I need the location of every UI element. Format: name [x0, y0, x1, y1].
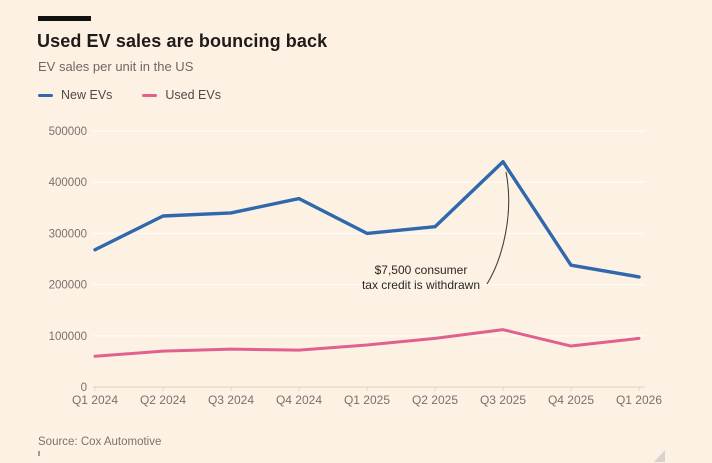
x-tick-label: Q1 2026: [616, 393, 662, 407]
legend-label-new-evs: New EVs: [61, 88, 113, 102]
x-tick-label: Q3 2024: [208, 393, 254, 407]
x-tick-label: Q2 2025: [412, 393, 458, 407]
y-tick-label: 400000: [49, 177, 87, 189]
annotation-line-1: $7,500 consumer: [374, 263, 468, 277]
x-tick-label: Q4 2025: [548, 393, 594, 407]
chart-legend: New EVs Used EVs: [38, 88, 221, 102]
x-tick-label: Q3 2025: [480, 393, 526, 407]
x-tick-label: Q1 2025: [344, 393, 390, 407]
annotation-tax-credit: $7,500 consumer tax credit is withdrawn: [356, 263, 486, 293]
series-line-used-evs: [93, 328, 641, 358]
x-tick-label: Q2 2024: [140, 393, 186, 407]
new-evs-line-swatch: [38, 93, 53, 97]
annotation-line-2: tax credit is withdrawn: [361, 278, 481, 292]
chart-title: Used EV sales are bouncing back: [37, 31, 328, 51]
y-tick-label: 0: [81, 382, 87, 394]
y-tick-label: 500000: [49, 126, 87, 138]
chart-subtitle: EV sales per unit in the US: [38, 59, 194, 74]
used-evs-line-swatch: [142, 93, 158, 97]
x-tick-label: Q4 2024: [276, 393, 322, 407]
y-tick-label: 100000: [49, 331, 87, 343]
title-accent-bar: [38, 16, 91, 21]
series-line-new-evs: [93, 160, 641, 279]
resize-handle-icon[interactable]: [654, 450, 665, 462]
legend-item-used-evs: Used EVs: [142, 88, 221, 102]
text-caret: [38, 451, 40, 456]
source-credit: Source: Cox Automotive: [38, 436, 162, 448]
legend-item-new-evs: New EVs: [38, 88, 112, 102]
annotation-pointer-curve: [486, 171, 510, 285]
x-tick-label: Q1 2024: [72, 393, 118, 407]
y-tick-label: 200000: [49, 280, 87, 292]
legend-label-used-evs: Used EVs: [165, 88, 221, 102]
y-tick-label: 300000: [49, 228, 87, 240]
